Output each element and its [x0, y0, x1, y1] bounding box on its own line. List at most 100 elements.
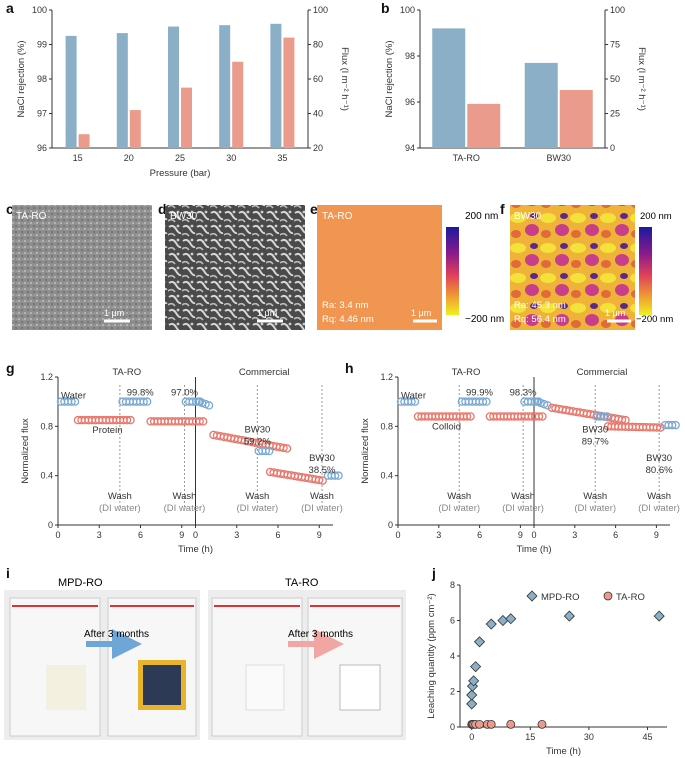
afm-bw30-scale: 1 μm: [605, 308, 625, 318]
bag-ta-after: [307, 597, 403, 737]
section-title: Commercial: [239, 367, 290, 378]
annotation: BW30: [646, 453, 672, 464]
foulant-point: [126, 415, 135, 425]
y-axis-label: Leaching quantity (ppm cm⁻²): [426, 593, 437, 718]
x-axis-label: Time (h): [546, 746, 581, 757]
category-label: BW30: [546, 153, 571, 163]
bar-flux: [467, 103, 501, 148]
x-tick-label: 15: [525, 732, 535, 742]
annotation: BW30: [582, 425, 608, 436]
section-title: Commercial: [577, 367, 628, 378]
category-label: 30: [226, 153, 236, 163]
wash-sub-label: (DI water): [164, 503, 206, 514]
wash-sub-label: (DI water): [301, 503, 343, 514]
legend-water: Water: [61, 391, 86, 402]
afm-ta-ro-rq: Rq: 4.46 nm: [322, 314, 374, 325]
x-tick-label: 3: [436, 530, 441, 540]
bar-rejection: [270, 23, 282, 148]
annotation: 99.8%: [127, 388, 154, 399]
sem-ta-ro-scale: 1 μm: [104, 308, 124, 318]
annotation: 97.0%: [171, 388, 198, 399]
category-label: TA-RO: [453, 153, 480, 163]
bag-mpd-before: [9, 597, 101, 737]
left-tick-label: 99: [37, 40, 47, 50]
y-axis-label: NaCl rejection (%): [16, 40, 27, 117]
x-tick-label: 30: [584, 732, 594, 742]
annotation: 38.5%: [309, 465, 336, 476]
x-tick-label: 9: [654, 530, 659, 540]
bag-mpd-after: [107, 597, 197, 737]
mpd-ro-point: [505, 613, 517, 625]
legend-mpd-ro-marker: [526, 590, 538, 602]
ta-ro-point: [506, 719, 516, 729]
x-axis-label: Time (h): [516, 544, 551, 555]
panel-label-i: i: [6, 565, 10, 581]
left-tick-label: 94: [405, 143, 415, 153]
water-point: [478, 397, 488, 406]
annotation: 59.2%: [244, 437, 271, 448]
sem-ta-ro-title: TA-RO: [16, 211, 47, 222]
afm-bw30-ra: Ra: 45.3 nm: [514, 300, 566, 311]
foulant-point: [282, 444, 292, 453]
panel-label-j: j: [431, 565, 436, 581]
legend-ta-ro-label: TA-RO: [616, 592, 645, 603]
legend-water: Water: [401, 391, 426, 402]
afm-ta-ro-ra: Ra: 3.4 nm: [322, 300, 369, 311]
bar-flux: [559, 90, 593, 148]
left-tick-label: 98: [37, 74, 47, 84]
mpd-ro-point: [466, 698, 478, 710]
right-tick-label: 100: [313, 5, 328, 15]
bar-flux: [78, 134, 90, 148]
x-tick-label: 0: [469, 732, 474, 742]
annotation: 80.6%: [646, 465, 673, 476]
y-tick-label: 1.2: [380, 372, 393, 382]
right-tick-label: 60: [313, 74, 323, 84]
afm-ta-ro-cmin: −200 nm: [465, 314, 504, 325]
x-tick-label: 3: [97, 530, 102, 540]
legend-ta-ro-marker: [603, 591, 613, 601]
x-tick-label: 9: [518, 530, 523, 540]
foulant-point: [279, 443, 288, 453]
wash-sub-label: (DI water): [99, 503, 141, 514]
water-point: [543, 401, 552, 410]
water-point: [602, 412, 612, 421]
afm-bw30-cmax: 200 nm: [640, 211, 672, 222]
wash-label: Wash: [647, 491, 671, 502]
panel-label-d: d: [158, 201, 167, 217]
photo-title-mpd-ro: MPD-RO: [58, 577, 103, 589]
wash-sub-label: (DI water): [237, 503, 279, 514]
wash-sub-label: (DI water): [438, 503, 480, 514]
afm-bw30-rq: Rq: 56.4 nm: [514, 314, 566, 325]
water-point: [407, 397, 416, 406]
y-axis-label: Normalized flux: [360, 418, 371, 484]
wash-label: Wash: [245, 491, 269, 502]
x-tick-label: 6: [138, 530, 143, 540]
bar-flux: [129, 110, 141, 148]
wash-label: Wash: [108, 491, 132, 502]
afm-bw30-title: BW30: [514, 211, 542, 222]
sem-bw30-title: BW30: [170, 211, 198, 222]
foulant-point: [198, 417, 208, 426]
section-title: TA-RO: [452, 367, 481, 378]
chart-b-rejection-flux: 94 96 98 100 0 25 50 75 100 TA-RO BW30 NaCl rejecti…: [384, 5, 647, 163]
bar-rejection: [219, 25, 231, 148]
y-tick-label: 6: [450, 616, 455, 626]
panel-label-b: b: [381, 0, 390, 16]
foulant-point: [195, 417, 204, 426]
x-tick-label: 9: [317, 530, 322, 540]
panel-label-f: f: [500, 201, 505, 217]
y2-axis-label: Flux (l m⁻² h⁻¹): [636, 47, 647, 111]
y-tick-label: 0.8: [380, 421, 393, 431]
x-tick-label: 0: [395, 530, 400, 540]
wash-sub-label: (DI water): [574, 503, 616, 514]
water-point: [330, 471, 340, 480]
water-point: [70, 397, 80, 406]
x-tick-label: 3: [572, 530, 577, 540]
left-tick-label: 97: [37, 109, 47, 119]
mpd-ro-point: [563, 610, 575, 622]
x-tick-label: 0: [531, 530, 536, 540]
afm-ta-ro-cmax: 200 nm: [465, 211, 498, 222]
legend-foulant: Protein: [92, 425, 122, 436]
y-tick-label: 0: [450, 722, 455, 732]
